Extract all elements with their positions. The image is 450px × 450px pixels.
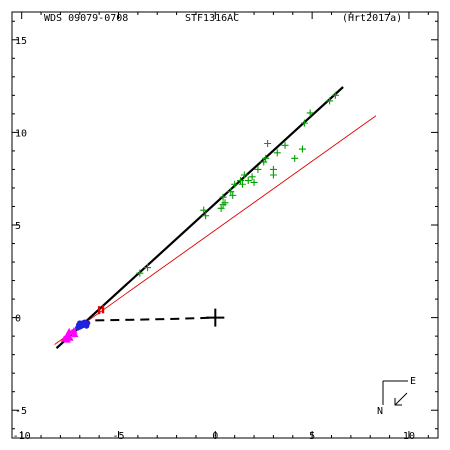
obs-point-green bbox=[236, 177, 244, 185]
orientation-indicator: E N bbox=[377, 376, 416, 417]
x-tick-label: 5 bbox=[309, 431, 315, 442]
obs-point-blue bbox=[83, 323, 90, 329]
header-star-name: STF1316AC bbox=[185, 13, 239, 24]
obs-point-green bbox=[291, 154, 299, 162]
obs-point-blue bbox=[76, 320, 83, 326]
obs-point-green bbox=[254, 165, 262, 173]
obs-point-green bbox=[262, 154, 270, 162]
obs-point-green bbox=[144, 264, 152, 272]
obs-point-green bbox=[244, 177, 252, 185]
obs-point-green bbox=[298, 145, 306, 153]
obs-point-green bbox=[326, 97, 334, 105]
obs-point-red bbox=[101, 305, 105, 314]
obs-point-green bbox=[219, 193, 227, 201]
obs-point-green bbox=[202, 212, 210, 220]
orbit-line-1 bbox=[54, 115, 377, 345]
obs-point-green bbox=[281, 141, 289, 149]
y-tick-label: -5 bbox=[15, 406, 27, 417]
x-tick-label: 0 bbox=[212, 431, 218, 442]
header-reference: (Hrt2017a) bbox=[342, 13, 402, 24]
obs-point-magenta bbox=[71, 330, 79, 338]
obs-point-green bbox=[331, 91, 339, 99]
axis-tick-labels: -10 -5 0 5 10 15 10 5 0 -5 bbox=[13, 36, 415, 442]
obs-point-green bbox=[240, 171, 248, 179]
obs-point-red bbox=[97, 306, 101, 315]
obs-point-green bbox=[136, 269, 144, 277]
motion-arrow-head bbox=[394, 398, 402, 406]
plot-series bbox=[54, 86, 377, 350]
obs-point-green bbox=[229, 191, 237, 199]
y-tick-label: 10 bbox=[15, 128, 27, 139]
obs-point-green bbox=[264, 140, 272, 148]
motion-arrow-shaft bbox=[394, 392, 408, 406]
obs-point-green bbox=[238, 180, 246, 188]
obs-point-green bbox=[227, 188, 235, 196]
obs-point-blue bbox=[75, 324, 81, 331]
x-tick-label: 10 bbox=[403, 431, 415, 442]
obs-point-green bbox=[248, 173, 256, 181]
obs-point-green bbox=[231, 180, 239, 188]
y-tick-label: 0 bbox=[15, 314, 21, 325]
x-tick-label: -10 bbox=[13, 431, 31, 442]
obs-point-green bbox=[306, 109, 314, 117]
primary-star-marker bbox=[206, 308, 225, 327]
obs-point-green bbox=[250, 178, 258, 186]
obs-point-green bbox=[217, 204, 225, 212]
axis-ticks bbox=[12, 12, 438, 438]
north-label: N bbox=[377, 406, 383, 417]
orbit-line-2 bbox=[95, 316, 216, 322]
obs-point-green bbox=[200, 206, 208, 214]
y-tick-label: 5 bbox=[15, 221, 21, 232]
east-label: E bbox=[410, 376, 416, 387]
obs-point-magenta bbox=[63, 336, 71, 343]
obs-point-green bbox=[260, 158, 268, 166]
x-tick-label: -5 bbox=[112, 431, 124, 442]
obs-point-magenta bbox=[65, 327, 73, 335]
obs-point-green bbox=[300, 119, 308, 127]
obs-point-green bbox=[273, 149, 281, 157]
y-tick-label: 15 bbox=[15, 36, 27, 47]
obs-point-green bbox=[269, 171, 277, 179]
primary-star-cross bbox=[206, 308, 225, 327]
obs-point-green bbox=[219, 201, 227, 209]
orbit-line-0 bbox=[55, 86, 344, 350]
header-wds-id: WDS 09079-0708 bbox=[44, 13, 128, 24]
